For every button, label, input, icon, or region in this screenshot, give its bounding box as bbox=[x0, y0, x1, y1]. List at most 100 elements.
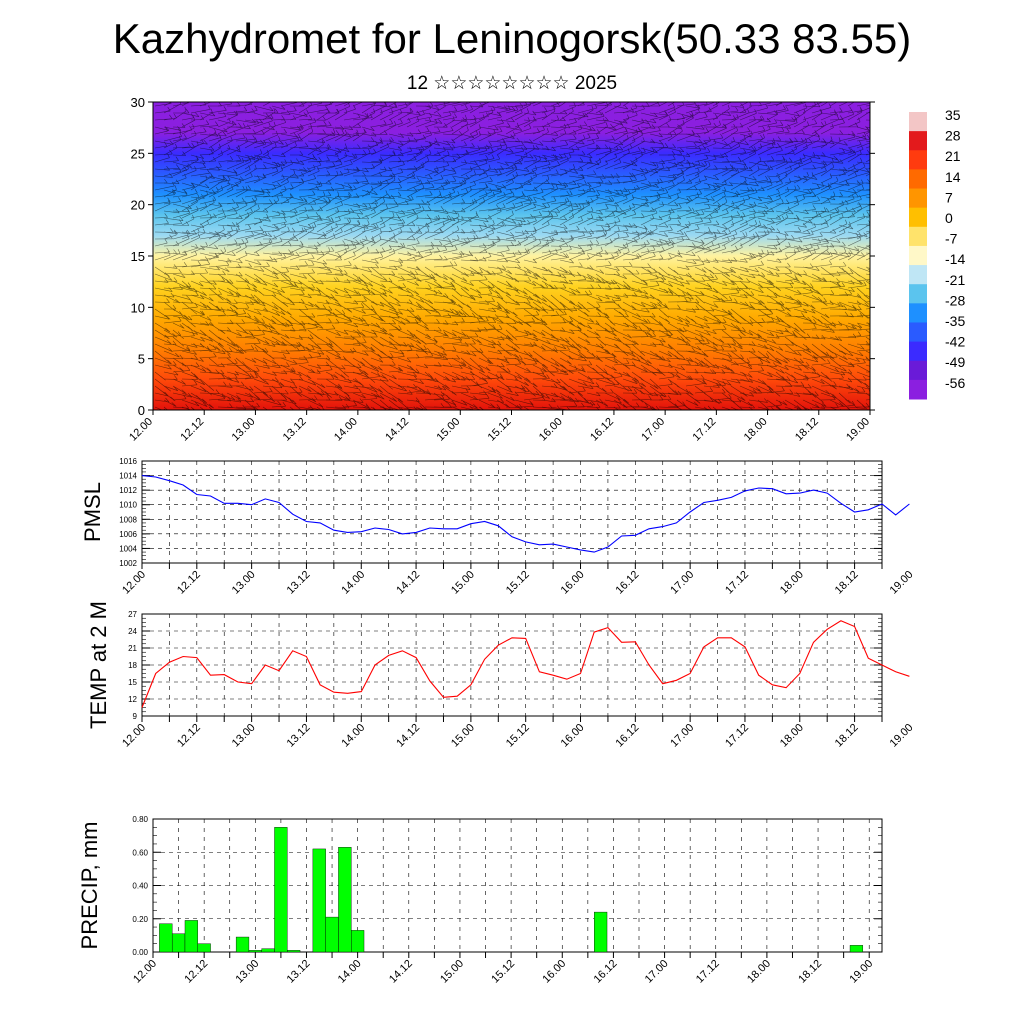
wind-barb bbox=[208, 277, 226, 282]
wind-barb bbox=[613, 308, 625, 317]
wind-barb bbox=[847, 195, 862, 205]
heatmap-ytick-label: 5 bbox=[138, 352, 145, 367]
wind-barb bbox=[847, 235, 862, 247]
wind-barb bbox=[577, 276, 595, 282]
wind-barb bbox=[451, 159, 467, 170]
wind-barb bbox=[253, 239, 271, 254]
wind-barb bbox=[739, 213, 756, 226]
wind-barb bbox=[154, 278, 169, 283]
wind-barb bbox=[226, 106, 248, 114]
wind-barb bbox=[235, 207, 253, 219]
colorbar-swatch bbox=[909, 226, 927, 247]
wind-barb bbox=[298, 123, 313, 135]
wind-barb bbox=[370, 222, 386, 233]
wind-barb bbox=[604, 294, 620, 300]
wind-barb bbox=[415, 284, 432, 289]
wind-barb bbox=[469, 172, 489, 184]
wind-barb bbox=[343, 129, 359, 142]
wind-barb bbox=[658, 242, 674, 254]
wind-barb bbox=[595, 123, 614, 129]
wind-barb bbox=[226, 301, 239, 310]
wind-barb bbox=[226, 144, 241, 156]
wind-barb bbox=[163, 156, 179, 163]
wind-barb bbox=[307, 129, 326, 135]
wind-barb bbox=[856, 287, 870, 300]
wind-barb bbox=[739, 109, 757, 121]
wind-barb bbox=[685, 315, 697, 324]
wind-barb bbox=[577, 244, 593, 254]
wind-barb bbox=[667, 231, 687, 240]
wind-barb bbox=[631, 118, 644, 128]
wind-barb bbox=[676, 207, 695, 219]
wind-barb bbox=[244, 308, 262, 315]
wind-barb bbox=[514, 235, 528, 247]
wind-barb bbox=[235, 313, 252, 318]
wind-barb bbox=[685, 104, 701, 114]
wind-barb bbox=[703, 266, 715, 275]
wind-barb bbox=[217, 117, 231, 128]
wind-barb bbox=[694, 315, 708, 322]
wind-barb bbox=[856, 308, 869, 319]
wind-barb bbox=[406, 116, 420, 128]
wind-barb bbox=[649, 132, 663, 138]
wind-barb bbox=[748, 287, 764, 293]
wind-barb bbox=[550, 109, 568, 115]
wind-barb bbox=[505, 219, 523, 233]
wind-barb bbox=[784, 275, 798, 282]
wind-barb bbox=[172, 123, 186, 128]
wind-barb bbox=[640, 274, 659, 282]
wind-barb bbox=[379, 301, 397, 311]
wind-barb bbox=[172, 294, 191, 300]
wind-barb bbox=[658, 143, 676, 149]
wind-barb bbox=[307, 138, 326, 143]
wind-barb bbox=[757, 118, 778, 128]
wind-barb bbox=[289, 198, 308, 212]
wind-barb bbox=[271, 329, 290, 339]
wind-barb bbox=[478, 241, 495, 254]
wind-barb bbox=[748, 203, 769, 209]
wind-barb bbox=[811, 166, 827, 177]
wind-barb bbox=[244, 119, 259, 128]
wind-barb bbox=[640, 179, 660, 191]
wind-barb bbox=[784, 227, 802, 233]
wind-barb bbox=[379, 119, 393, 128]
wind-barb bbox=[298, 334, 314, 339]
wind-barb bbox=[685, 255, 701, 261]
wind-barb bbox=[478, 283, 495, 289]
wind-barb bbox=[280, 236, 299, 241]
wind-barb bbox=[703, 274, 718, 282]
wind-barb bbox=[757, 177, 772, 184]
wind-barb bbox=[757, 117, 771, 123]
wind-barb bbox=[559, 118, 577, 128]
wind-barb bbox=[523, 216, 537, 226]
wind-barb bbox=[271, 118, 287, 128]
wind-barb bbox=[586, 112, 605, 121]
wind-barb bbox=[460, 118, 477, 128]
wind-barb bbox=[343, 243, 357, 254]
wind-barb bbox=[406, 199, 425, 205]
wind-barb bbox=[721, 102, 733, 107]
wind-barb bbox=[181, 182, 195, 191]
wind-barb bbox=[307, 290, 322, 296]
wind-barb bbox=[631, 315, 648, 323]
wind-barb bbox=[622, 315, 638, 328]
wind-barb bbox=[388, 222, 405, 233]
wind-barb bbox=[406, 280, 420, 286]
wind-barb bbox=[397, 195, 414, 205]
wind-barb bbox=[730, 322, 746, 337]
wind-barb bbox=[757, 273, 774, 285]
wind-barb bbox=[280, 280, 299, 288]
wind-barb bbox=[757, 207, 775, 213]
wind-barb bbox=[487, 192, 506, 205]
wind-barb bbox=[388, 108, 403, 121]
wind-barb bbox=[793, 121, 810, 135]
wind-barb bbox=[505, 230, 525, 240]
wind-barb bbox=[748, 209, 768, 215]
wind-barb bbox=[613, 205, 632, 219]
wind-barb bbox=[622, 234, 640, 247]
wind-barb bbox=[334, 143, 347, 156]
wind-barb bbox=[820, 176, 839, 191]
wind-barb bbox=[586, 215, 601, 226]
wind-barb bbox=[325, 102, 335, 107]
wind-barb bbox=[244, 189, 265, 198]
